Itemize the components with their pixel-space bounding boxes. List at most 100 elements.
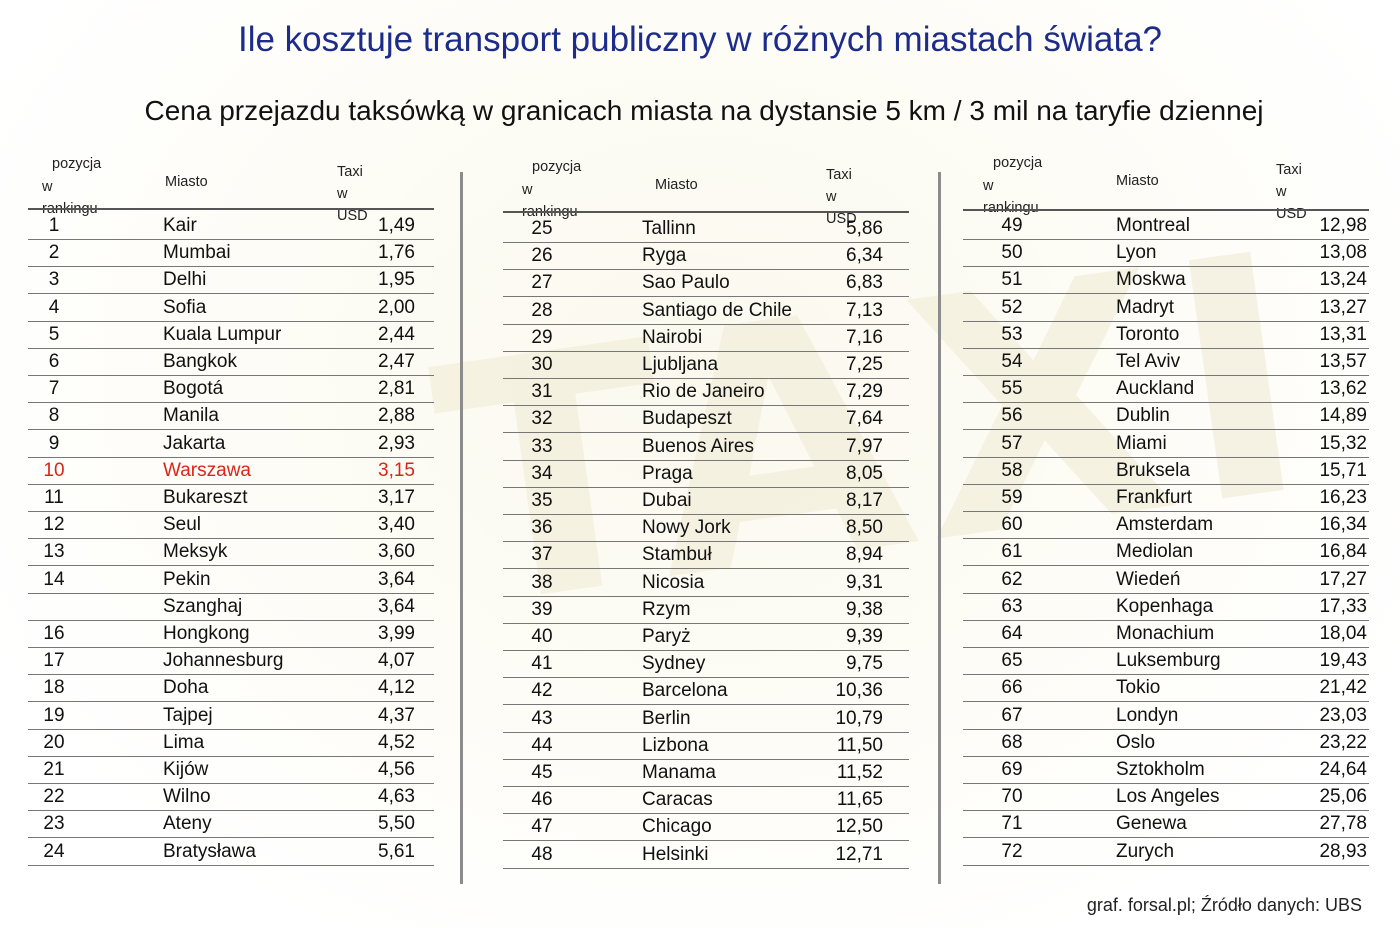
- city-cell: Ljubljana: [642, 354, 719, 375]
- city-cell: Johannesburg: [163, 650, 284, 672]
- table-row: 59 Frankfurt 16,23: [963, 484, 1369, 512]
- position-header: pozycja: [993, 155, 1043, 171]
- rank-cell: 72: [1001, 840, 1023, 862]
- city-cell: Mediolan: [1116, 541, 1194, 563]
- table-row: 39 Rzym 9,38: [503, 596, 909, 624]
- city-cell: Lizbona: [642, 734, 709, 756]
- city-cell: Paryż: [642, 626, 691, 647]
- rank-cell: 41: [531, 653, 553, 675]
- table-row: 18 Doha 4,12: [28, 674, 434, 703]
- taxi-price-cell: 10,79: [835, 707, 883, 729]
- city-cell: Warszawa: [163, 459, 251, 481]
- taxi-price-cell: 8,94: [846, 544, 883, 566]
- city-cell: Tokio: [1116, 677, 1161, 699]
- rank-cell: 71: [1001, 813, 1023, 835]
- city-cell: Lyon: [1116, 242, 1157, 264]
- header-rule: [503, 211, 909, 213]
- rank-cell: 42: [531, 680, 553, 702]
- rank-cell: 64: [1001, 623, 1023, 644]
- table-row: 9 Jakarta 2,93: [28, 430, 434, 458]
- rank-cell: 16: [43, 623, 65, 644]
- rank-cell: 18: [43, 677, 65, 699]
- table-row: 31 Rio de Janeiro 7,29: [503, 378, 909, 407]
- taxi-price-cell: 14,89: [1319, 405, 1367, 427]
- taxi-price-cell: 5,50: [378, 813, 415, 835]
- rank-cell: 30: [531, 354, 553, 375]
- rank-cell: 62: [1001, 568, 1023, 590]
- city-cell: Los Angeles: [1116, 786, 1220, 808]
- city-cell: Kopenhaga: [1116, 595, 1214, 617]
- table-row: 21 Kijów 4,56: [28, 756, 434, 784]
- taxi-price-cell: 7,64: [846, 408, 883, 430]
- rank-cell: 32: [531, 408, 553, 430]
- city-cell: Sao Paulo: [642, 272, 730, 294]
- rank-cell: 14: [43, 568, 65, 590]
- rank-cell: 68: [1001, 731, 1023, 753]
- city-cell: Doha: [163, 677, 209, 699]
- table-row: 56 Dublin 14,89: [963, 402, 1369, 431]
- table-row: 66 Tokio 21,42: [963, 674, 1369, 703]
- chart-subtitle: Cena przejazdu taksówką w granicach mias…: [144, 95, 1264, 126]
- rank-cell: 49: [1001, 215, 1023, 236]
- taxi-price-cell: 13,31: [1319, 323, 1367, 345]
- rank-cell: 9: [48, 432, 60, 454]
- rank-cell: 31: [531, 381, 553, 403]
- taxi-price-cell: 10,36: [835, 680, 883, 702]
- table-row: 7 Bogotá 2,81: [28, 375, 434, 404]
- table-row: 40 Paryż 9,39: [503, 623, 909, 651]
- table-row: 34 Praga 8,05: [503, 460, 909, 488]
- taxi-price-cell: 6,83: [846, 272, 883, 294]
- taxi-price-cell: 4,52: [378, 731, 415, 753]
- table-row: 4 Sofia 2,00: [28, 294, 434, 322]
- header-rule: [28, 208, 434, 210]
- rank-cell: 58: [1001, 459, 1023, 481]
- city-cell: Bangkok: [163, 351, 237, 372]
- city-header: Miasto: [655, 177, 698, 193]
- taxi-price-cell: 4,07: [378, 650, 415, 672]
- table-row: 24 Bratysława 5,61: [28, 838, 434, 866]
- table-row: 49 Montreal 12,98: [963, 212, 1369, 240]
- taxi-price-cell: 16,34: [1319, 514, 1367, 536]
- rank-cell: 35: [531, 490, 553, 511]
- table-row: 64 Monachium 18,04: [963, 620, 1369, 648]
- rank-cell: 33: [531, 435, 553, 457]
- taxi-price-cell: 8,50: [846, 517, 883, 539]
- table-row: 37 Stambuł 8,94: [503, 541, 909, 570]
- city-cell: Dublin: [1116, 405, 1170, 427]
- table-row: 53 Toronto 13,31: [963, 321, 1369, 349]
- table-row: 54 Tel Aviv 13,57: [963, 348, 1369, 376]
- taxi-price-cell: 3,15: [378, 459, 415, 481]
- city-cell: Madryt: [1116, 296, 1175, 318]
- rank-cell: 36: [531, 517, 553, 539]
- taxi-price-cell: 13,24: [1319, 269, 1367, 291]
- city-cell: Delhi: [163, 269, 207, 291]
- city-cell: Tel Aviv: [1116, 351, 1181, 372]
- city-cell: Helsinki: [642, 843, 709, 865]
- taxi-price-cell: 4,63: [378, 786, 415, 808]
- taxi-price-cell: 9,38: [846, 598, 883, 620]
- table-row: 3 Delhi 1,95: [28, 266, 434, 295]
- table-row: 32 Budapeszt 7,64: [503, 405, 909, 434]
- table-row: 1 Kair 1,49: [28, 212, 434, 240]
- taxi-price-cell: 6,34: [846, 245, 883, 267]
- city-cell: Seul: [163, 514, 202, 536]
- position-header: pozycja: [532, 159, 582, 175]
- table-row: 6 Bangkok 2,47: [28, 348, 434, 376]
- rank-cell: 69: [1001, 759, 1023, 780]
- rank-cell: 46: [531, 789, 553, 811]
- rank-cell: 3: [48, 269, 60, 291]
- city-cell: Toronto: [1116, 323, 1180, 345]
- rank-cell: 59: [1001, 487, 1023, 508]
- city-cell: Bruksela: [1116, 459, 1190, 481]
- city-cell: Manama: [642, 762, 716, 783]
- taxi-price-cell: 11,50: [836, 734, 883, 756]
- rank-cell: 34: [531, 462, 553, 484]
- table-row: 33 Buenos Aires 7,97: [503, 433, 909, 461]
- city-header: Miasto: [1116, 173, 1159, 189]
- city-cell: Lima: [163, 731, 205, 753]
- rank-cell: 70: [1001, 786, 1023, 808]
- city-cell: Ateny: [163, 813, 212, 835]
- table-row: 13 Meksyk 3,60: [28, 538, 434, 567]
- city-cell: Kijów: [163, 759, 209, 780]
- city-cell: Stambuł: [642, 544, 712, 566]
